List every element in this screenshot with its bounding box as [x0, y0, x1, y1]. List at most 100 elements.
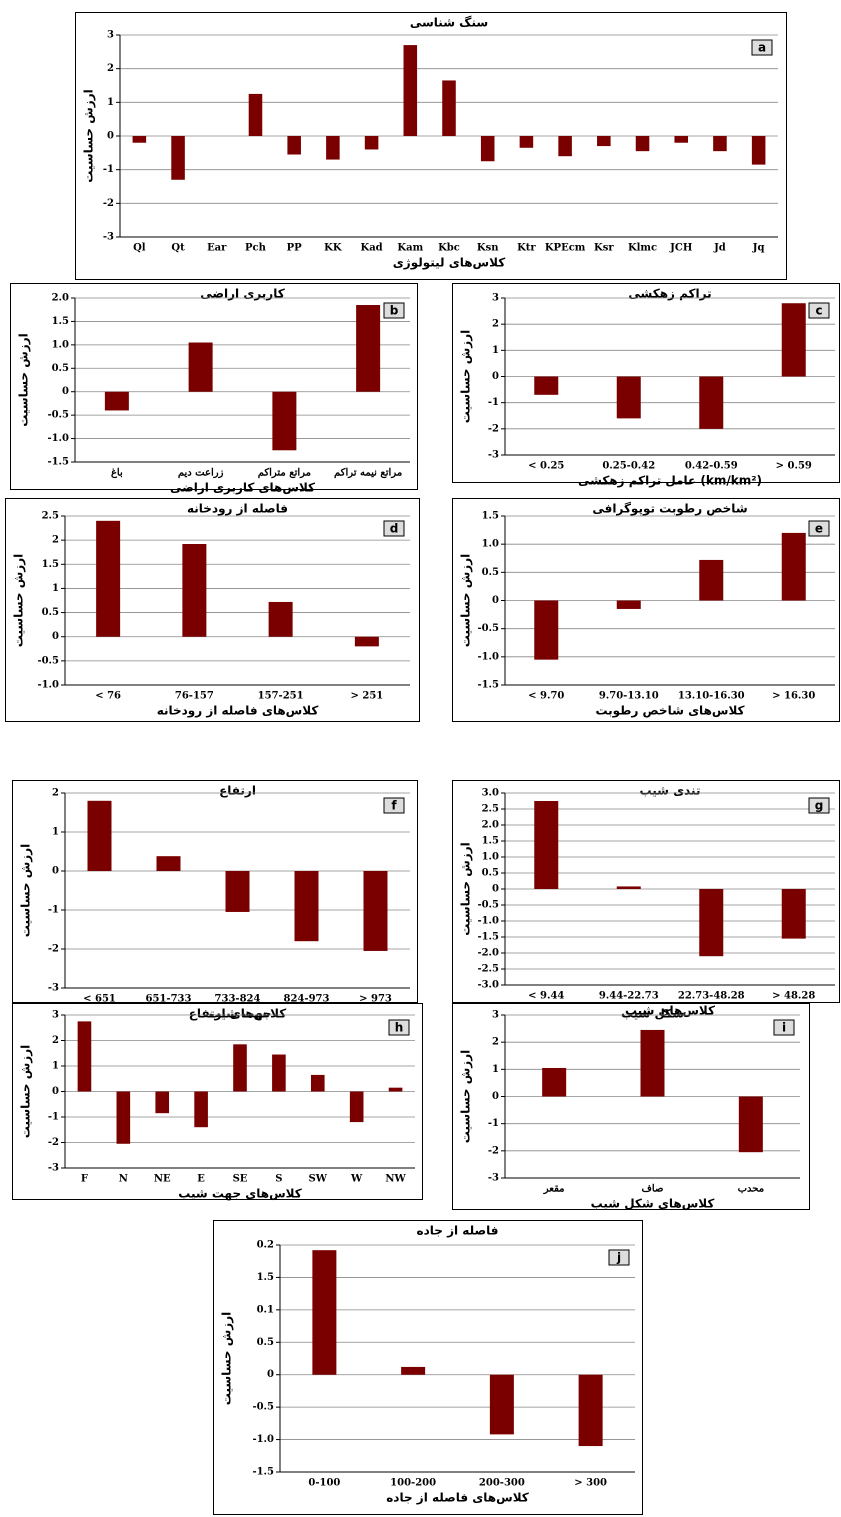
- x-tick-label: < 9.70: [528, 691, 564, 702]
- bar: [751, 136, 766, 165]
- x-tick-label: مراتع متراکم: [258, 468, 311, 479]
- panel-label-box: [808, 520, 830, 537]
- x-axis-label: کلاس‌های شکل شیب: [591, 1197, 715, 1211]
- y-tick-label: 1: [492, 345, 499, 356]
- y-tick-label: 2.5: [482, 804, 499, 815]
- y-tick-label: -2: [103, 198, 114, 209]
- panel-label: g: [815, 799, 824, 813]
- chart-title: جهت شیب: [209, 1007, 272, 1021]
- y-tick-label: -2.0: [477, 948, 499, 959]
- x-tick-label: > 16.30: [772, 691, 815, 702]
- bar: [156, 856, 181, 871]
- bar: [388, 1087, 403, 1092]
- y-tick-label: -2: [488, 1145, 499, 1156]
- y-tick-label: 2.5: [42, 511, 59, 522]
- y-tick-label: -1.5: [477, 680, 499, 691]
- y-tick-label: 3: [52, 1010, 59, 1021]
- x-tick-label: 157-251: [258, 691, 304, 702]
- chart-title: ارتفاع: [219, 784, 256, 798]
- bar: [616, 376, 641, 419]
- y-tick-label: 0: [492, 595, 499, 606]
- y-tick-label: 0.5: [42, 607, 59, 618]
- x-tick-label: Jd: [713, 243, 726, 254]
- y-tick-label: 2.0: [52, 293, 69, 304]
- bar: [489, 1374, 514, 1435]
- panel-frame: [452, 780, 840, 1003]
- bar: [182, 544, 207, 637]
- x-tick-label: > 0.59: [776, 461, 812, 472]
- y-tick-label: 1.0: [482, 852, 499, 863]
- panel-frame: [452, 283, 840, 483]
- y-tick-label: -0.5: [477, 900, 499, 911]
- y-tick-label: 2: [492, 319, 499, 330]
- y-tick-label: -3: [488, 1173, 499, 1184]
- x-tick-label: زراعت دیم: [178, 468, 224, 479]
- panel-label: j: [616, 1251, 621, 1265]
- y-tick-label: 1.5: [52, 316, 69, 327]
- bar: [534, 801, 559, 889]
- bar: [699, 559, 724, 601]
- panel-label-box: [388, 1019, 410, 1036]
- y-tick-label: -3: [103, 232, 114, 243]
- x-tick-label: Kad: [361, 243, 383, 254]
- bar: [635, 136, 650, 152]
- x-tick-label: 9.70-13.10: [599, 691, 659, 702]
- panel-label: e: [815, 522, 823, 536]
- bar: [287, 136, 301, 155]
- panel-frame: [452, 1003, 810, 1210]
- bar: [87, 800, 112, 871]
- y-tick-label: 1: [492, 1064, 499, 1075]
- chart-title: شاخص رطوبت توپوگرافی: [592, 502, 747, 517]
- y-tick-label: 2: [52, 1035, 59, 1046]
- y-tick-label: 1.5: [42, 559, 59, 570]
- y-tick-label: 2: [52, 788, 59, 799]
- y-tick-label: -1: [488, 397, 499, 408]
- y-tick-label: -1.5: [477, 932, 499, 943]
- panel-label-box: [383, 797, 405, 814]
- bar: [188, 342, 213, 392]
- y-tick-label: -3: [48, 983, 59, 994]
- y-tick-label: 0.5: [482, 868, 499, 879]
- y-tick-label: 3: [107, 30, 114, 41]
- y-axis-label: ارزش حساسیت: [17, 333, 31, 426]
- y-tick-label: -3: [488, 450, 499, 461]
- y-tick-label: -2: [48, 1137, 59, 1148]
- panel-label: a: [758, 41, 766, 55]
- bar: [442, 80, 456, 136]
- y-tick-label: 3.0: [482, 788, 499, 799]
- bar: [781, 532, 806, 601]
- x-tick-label: < 76: [95, 691, 121, 702]
- y-tick-label: -0.5: [47, 410, 69, 421]
- x-tick-label: SW: [309, 1174, 328, 1185]
- x-axis-label: کلاس‌های کاربری اراضی: [170, 481, 315, 495]
- bar: [294, 871, 319, 942]
- panel-label: d: [390, 522, 399, 536]
- bar: [326, 136, 340, 160]
- x-tick-label: Klmc: [628, 243, 657, 254]
- chart-title: کاربری اراضی: [200, 287, 284, 301]
- bar: [349, 1091, 364, 1123]
- x-tick-label: 200-300: [479, 1478, 525, 1489]
- x-tick-label: 9.44-22.73: [599, 991, 659, 1002]
- y-axis-label: ارزش حساسیت: [459, 330, 473, 423]
- x-tick-label: KPEcm: [545, 243, 586, 254]
- x-tick-label: F: [81, 1174, 88, 1185]
- bar: [674, 136, 689, 143]
- y-tick-label: -1: [103, 164, 114, 175]
- bar: [171, 136, 185, 180]
- x-tick-label: N: [119, 1174, 128, 1185]
- y-tick-label: 3: [492, 1010, 499, 1021]
- x-tick-label: Kbc: [438, 243, 460, 254]
- panel-label-box: [773, 1019, 795, 1036]
- x-axis-label: کلاس‌های جهت شیب: [178, 1187, 302, 1201]
- y-tick-label: -1: [488, 1118, 499, 1129]
- chart-title: شکل شیب: [621, 1007, 684, 1021]
- y-tick-label: 0: [492, 371, 499, 382]
- bar: [132, 136, 147, 143]
- bar: [116, 1091, 131, 1144]
- y-tick-label: 0: [52, 631, 59, 642]
- bar: [597, 136, 611, 147]
- bar: [480, 136, 495, 162]
- y-tick-label: 1.0: [482, 539, 499, 550]
